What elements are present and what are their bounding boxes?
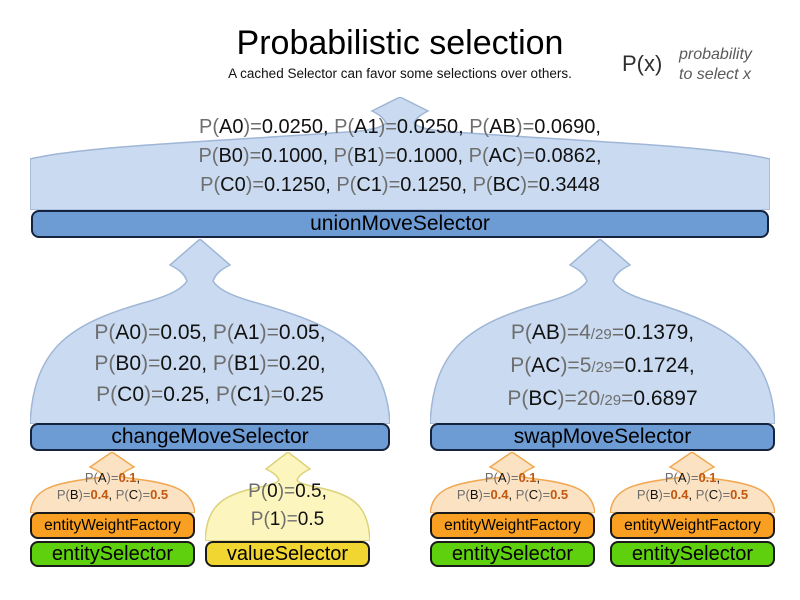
page-subtitle: A cached Selector can favor some selecti…: [228, 66, 572, 81]
value-selector-bar: valueSelector: [205, 541, 370, 567]
entity-weight-funnel-icon: [30, 452, 195, 513]
probability-line: P(A)=0.1,: [484, 470, 541, 485]
value-funnel-icon: [205, 452, 370, 541]
probability-line: P(A)=0.1,: [664, 470, 721, 485]
probability-line: P(1)=0.5: [250, 509, 325, 530]
change-probabilities: P(A0)=0.05, P(A1)=0.05, P(B0)=0.20, P(B1…: [30, 317, 390, 410]
probability-line: P(B)=0.4, P(C)=0.5: [636, 487, 749, 502]
probability-line: P(AC)=5/29=0.1724,: [510, 354, 695, 377]
union-move-selector-bar: unionMoveSelector: [31, 210, 769, 238]
entity-weight-factory-bar: entityWeightFactory: [430, 512, 595, 539]
entity-weight-probabilities: P(A)=0.1, P(B)=0.4, P(C)=0.5: [30, 469, 195, 503]
swap-probabilities: P(AB)=4/29=0.1379, P(AC)=5/29=0.1724, P(…: [430, 317, 775, 416]
entity-weight-funnel-icon: [610, 452, 775, 513]
swap-funnel-icon: [430, 239, 775, 424]
probability-line: P(AB)=4/29=0.1379,: [510, 321, 695, 344]
value-probabilities: P(0)=0.5, P(1)=0.5: [205, 478, 370, 534]
swap-move-selector-bar: swapMoveSelector: [430, 423, 775, 451]
entity-selector-bar: entitySelector: [430, 541, 595, 567]
change-funnel-icon: [30, 239, 390, 424]
probability-line: P(A)=0.1,: [84, 470, 141, 485]
entity-selector-bar: entitySelector: [610, 541, 775, 567]
legend-description-line: to select x: [679, 66, 752, 83]
legend-description-line: probability: [679, 46, 752, 63]
legend-symbol: P(x): [622, 51, 663, 76]
union-funnel-icon: [30, 97, 770, 210]
probability-line: P(A0)=0.05, P(A1)=0.05,: [94, 321, 326, 344]
probability-line: P(B)=0.4, P(C)=0.5: [456, 487, 569, 502]
probability-line: P(0)=0.5,: [248, 481, 327, 502]
probability-line: P(B0)=0.1000, P(B1)=0.1000, P(AC)=0.0862…: [198, 145, 602, 167]
legend-description: probability to select x: [679, 45, 752, 85]
union-probabilities: P(A0)=0.0250, P(A1)=0.0250, P(AB)=0.0690…: [60, 113, 740, 200]
probability-line: P(BC)=20/29=0.6897: [507, 387, 698, 410]
entity-weight-funnel-icon: [430, 452, 595, 513]
change-move-selector-bar: changeMoveSelector: [30, 423, 390, 451]
probability-line: P(B0)=0.20, P(B1)=0.20,: [94, 352, 326, 375]
probability-line: P(C0)=0.1250, P(C1)=0.1250, P(BC)=0.3448: [200, 174, 600, 196]
probability-line: P(C0)=0.25, P(C1)=0.25: [96, 383, 324, 406]
entity-selector-bar: entitySelector: [30, 541, 195, 567]
entity-weight-probabilities: P(A)=0.1, P(B)=0.4, P(C)=0.5: [610, 469, 775, 503]
entity-weight-factory-bar: entityWeightFactory: [610, 512, 775, 539]
entity-weight-factory-bar: entityWeightFactory: [30, 512, 195, 539]
page-title: Probabilistic selection: [236, 24, 564, 62]
probability-line: P(B)=0.4, P(C)=0.5: [56, 487, 169, 502]
probability-line: P(A0)=0.0250, P(A1)=0.0250, P(AB)=0.0690…: [199, 116, 601, 138]
entity-weight-probabilities: P(A)=0.1, P(B)=0.4, P(C)=0.5: [430, 469, 595, 503]
